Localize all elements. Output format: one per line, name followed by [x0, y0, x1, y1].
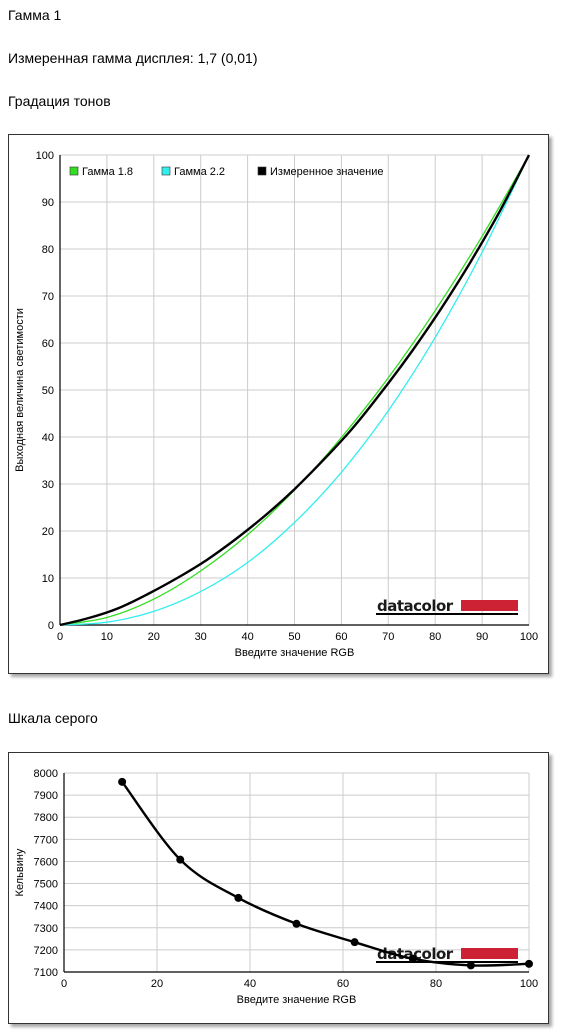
- y-tick-label: 7600: [34, 856, 58, 868]
- tone-gradation-title: Градация тонов: [8, 93, 111, 109]
- y-tick-label: 90: [42, 197, 54, 209]
- legend-label: Гамма 1.8: [82, 166, 133, 178]
- data-point: [525, 959, 533, 968]
- datacolor-logo: datacolor: [377, 945, 454, 963]
- x-tick-label: 60: [335, 631, 347, 643]
- y-tick-label: 0: [48, 620, 54, 632]
- datacolor-logo-bar: [461, 948, 518, 959]
- x-tick-label: 100: [520, 631, 538, 643]
- x-tick-label: 0: [57, 631, 63, 643]
- grayscale-chart: 0 20 40 60 80 100 7100 7200 7300 7400 7500 7600 7700…: [14, 768, 538, 1006]
- y-tick-label: 80: [42, 244, 54, 256]
- y-tick-label: 8000: [34, 768, 58, 780]
- y-tick-label: 7200: [34, 945, 58, 957]
- grayscale-title: Шкала серого: [8, 710, 98, 726]
- y-tick-label: 100: [36, 150, 54, 162]
- grayscale-chart-panel: 0 20 40 60 80 100 7100 7200 7300 7400 7500 7600 7700…: [8, 752, 549, 1024]
- series-line: [59, 154, 531, 627]
- x-axis-label: Введите значение RGB: [235, 647, 355, 659]
- gamma-title: Гамма 1: [8, 7, 62, 23]
- data-point: [350, 938, 359, 947]
- y-tick-label: 7800: [34, 812, 58, 824]
- y-tick-label: 60: [42, 338, 54, 350]
- y-tick-label: 7100: [34, 967, 58, 979]
- x-tick-label: 100: [520, 978, 538, 990]
- legend-swatch: [257, 166, 267, 176]
- legend-label: Измеренное значение: [270, 166, 384, 178]
- y-tick-label: 30: [42, 479, 54, 491]
- data-point: [234, 893, 243, 902]
- tone-chart-panel: 0 10 20 30 40 50 60 70 80 90 100 0 10 20 30 40 50 60 70 80 9…: [8, 134, 549, 674]
- y-axis-label: Выходная величина светимости: [14, 308, 26, 472]
- data-point: [466, 961, 475, 970]
- datacolor-logo: datacolor: [377, 597, 454, 615]
- y-tick-label: 7700: [34, 834, 58, 846]
- x-tick-label: 10: [101, 631, 113, 643]
- y-tick-label: 70: [42, 291, 54, 303]
- y-tick-label: 40: [42, 432, 54, 444]
- y-tick-label: 10: [42, 573, 54, 585]
- data-point: [408, 954, 417, 963]
- legend-swatch: [161, 166, 171, 176]
- series-line: [59, 154, 530, 626]
- x-tick-label: 70: [382, 631, 394, 643]
- tone-gradation-chart: 0 10 20 30 40 50 60 70 80 90 100 0 10 20 30 40 50 60 70 80 9…: [14, 150, 538, 659]
- x-tick-label: 0: [61, 978, 67, 990]
- x-tick-label: 80: [430, 978, 442, 990]
- y-tick-label: 7500: [34, 879, 58, 891]
- x-axis-label: Введите значение RGB: [237, 994, 357, 1006]
- y-tick-label: 20: [42, 526, 54, 538]
- y-tick-label: 7300: [34, 923, 58, 935]
- x-tick-label: 20: [151, 978, 163, 990]
- x-tick-label: 80: [429, 631, 441, 643]
- y-tick-label: 7400: [34, 901, 58, 913]
- y-tick-label: 7900: [34, 790, 58, 802]
- x-tick-label: 50: [288, 631, 300, 643]
- x-tick-label: 40: [244, 978, 256, 990]
- x-tick-label: 60: [337, 978, 349, 990]
- data-point: [118, 777, 127, 786]
- legend-swatch: [69, 166, 79, 176]
- data-point: [176, 855, 185, 864]
- y-tick-label: 50: [42, 385, 54, 397]
- y-axis-label: Кельвину: [14, 848, 26, 896]
- x-tick-label: 90: [476, 631, 488, 643]
- legend-label: Гамма 2.2: [174, 166, 225, 178]
- x-tick-label: 20: [148, 631, 160, 643]
- measured-gamma-text: Измеренная гамма дисплея: 1,7 (0,01): [8, 50, 258, 66]
- data-point: [292, 919, 301, 928]
- plot-area: [64, 773, 529, 972]
- x-tick-label: 40: [241, 631, 253, 643]
- datacolor-logo-bar: [461, 600, 518, 611]
- x-tick-label: 30: [195, 631, 207, 643]
